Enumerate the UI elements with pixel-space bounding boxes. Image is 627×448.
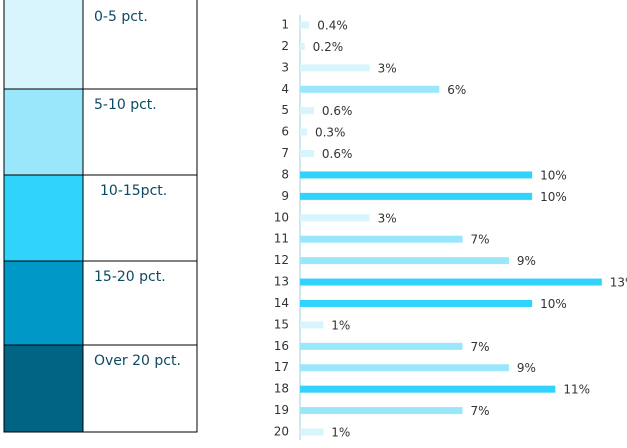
legend-swatch — [3, 0, 84, 90]
bar — [300, 257, 509, 265]
bar — [300, 21, 310, 29]
value-label: 7% — [471, 340, 490, 354]
value-label: 13% — [610, 276, 627, 290]
y-tick-label: 5 — [281, 103, 289, 117]
y-tick-label: 16 — [274, 339, 289, 353]
y-tick-label: 3 — [281, 60, 289, 74]
bar — [300, 107, 314, 115]
legend-swatch — [3, 260, 84, 346]
bar — [300, 171, 533, 179]
bar — [300, 407, 463, 415]
value-label: 10% — [540, 190, 567, 204]
y-tick-label: 6 — [281, 125, 289, 139]
bar — [300, 278, 602, 286]
legend-swatch — [3, 344, 84, 433]
value-label: 9% — [517, 361, 536, 375]
y-tick-label: 13 — [274, 275, 289, 289]
legend-label: 0-5 pct. — [94, 9, 148, 25]
y-tick-label: 14 — [274, 296, 289, 310]
bar — [300, 64, 370, 72]
y-tick-label: 17 — [274, 360, 289, 374]
y-tick-label: 7 — [281, 146, 289, 160]
value-label: 6% — [447, 83, 466, 97]
y-tick-label: 11 — [274, 232, 289, 246]
bar — [300, 85, 440, 93]
value-label: 0.6% — [322, 147, 353, 161]
bar — [300, 128, 307, 136]
legend-cell — [82, 344, 198, 433]
bar — [300, 342, 463, 350]
y-tick-label: 4 — [281, 82, 289, 96]
value-label: 10% — [540, 297, 567, 311]
y-tick-label: 10 — [274, 210, 289, 224]
value-label: 0.6% — [322, 104, 353, 118]
legend-cell — [82, 0, 198, 90]
legend-cell — [82, 88, 198, 176]
y-tick-label: 18 — [274, 382, 289, 396]
y-tick-label: 8 — [281, 167, 289, 181]
bar — [300, 192, 533, 200]
value-label: 7% — [471, 404, 490, 418]
bar — [300, 428, 324, 436]
legend-label: 10-15pct. — [100, 183, 167, 199]
y-tick-label: 20 — [274, 425, 289, 439]
value-label: 11% — [563, 383, 590, 397]
y-tick-label: 9 — [281, 189, 289, 203]
legend-swatch — [3, 88, 84, 176]
bar — [300, 299, 533, 307]
y-tick-label: 15 — [274, 317, 289, 331]
legend-label: Over 20 pct. — [94, 353, 181, 369]
bar — [300, 150, 314, 158]
bar — [300, 235, 463, 243]
y-tick-label: 12 — [274, 253, 289, 267]
value-label: 3% — [378, 61, 397, 75]
value-label: 0.3% — [315, 126, 346, 140]
bar — [300, 42, 305, 50]
legend-label: 5-10 pct. — [94, 97, 157, 113]
value-label: 1% — [331, 426, 350, 440]
y-tick-label: 19 — [274, 403, 289, 417]
value-label: 0.4% — [317, 19, 348, 33]
value-label: 0.2% — [313, 40, 344, 54]
bar — [300, 385, 556, 393]
bar — [300, 214, 370, 222]
legend-label: 15-20 pct. — [94, 269, 166, 285]
y-tick-label: 1 — [281, 18, 289, 32]
value-label: 7% — [471, 233, 490, 247]
legend-swatch — [3, 174, 84, 262]
value-label: 9% — [517, 254, 536, 268]
bar — [300, 321, 324, 329]
y-tick-label: 2 — [281, 39, 289, 53]
legend-cell — [82, 260, 198, 346]
value-label: 10% — [540, 168, 567, 182]
value-label: 1% — [331, 318, 350, 332]
value-label: 3% — [378, 211, 397, 225]
bar — [300, 364, 509, 372]
